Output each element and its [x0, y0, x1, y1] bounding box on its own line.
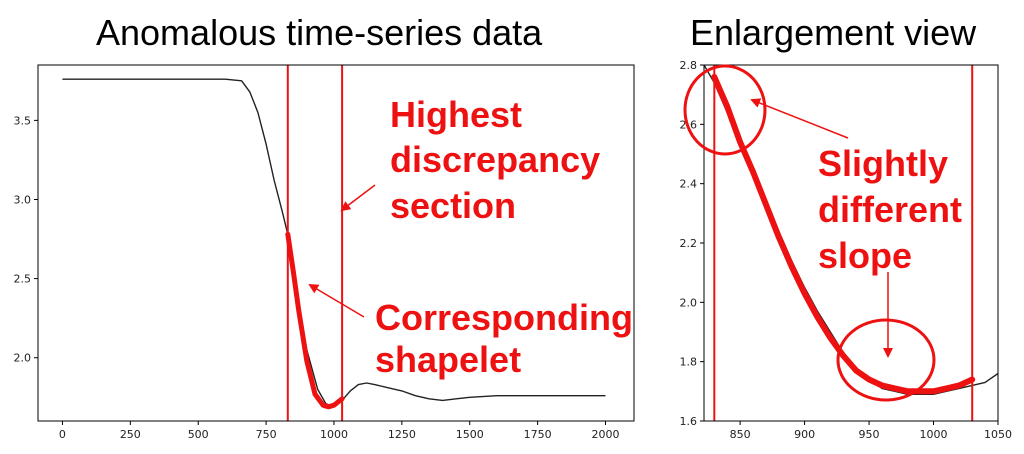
main-x-tick-label-5: 1250 — [388, 428, 416, 441]
right-chart-title: Enlargement view — [690, 12, 977, 53]
main-x-tick-label-2: 500 — [188, 428, 209, 441]
main-y-tick-label-3: 3.5 — [14, 114, 32, 127]
annotation-highest-line2: discrepancy — [390, 139, 600, 180]
arrow-to-shapelet — [308, 283, 365, 318]
main-y-tick-label-0: 2.0 — [14, 352, 32, 365]
zoom-shapelet-line — [711, 73, 976, 395]
zoom-x-tick-label-0: 850 — [730, 428, 751, 441]
annotation-slope-line3: slope — [818, 235, 912, 276]
main-x-tick-label-0: 0 — [59, 428, 66, 441]
zoom-y-tick-label-4: 2.4 — [680, 178, 698, 191]
zoom-y-tick-label-6: 2.8 — [680, 59, 698, 72]
main-x-tick-label-1: 250 — [120, 428, 141, 441]
zoom-y-tick-label-0: 1.6 — [680, 415, 698, 428]
zoom-x-tick-label-3: 1000 — [920, 428, 948, 441]
highlight-ellipse-bottom — [836, 318, 936, 402]
main-chart: 0 250 500 750 1000 1250 1500 1750 2000 2.0 2.5 3.0 3… — [14, 64, 635, 441]
zoom-y-tick-label-2: 2.0 — [680, 296, 698, 309]
highlight-ellipse-top — [683, 64, 767, 156]
annotation-slope-line2: different — [818, 189, 962, 230]
zoom-y-tick-label-1: 1.8 — [680, 356, 698, 369]
zoom-x-tick-label-4: 1050 — [984, 428, 1012, 441]
annotation-shapelet-line2: shapelet — [375, 339, 521, 380]
zoom-x-tick-label-1: 900 — [794, 428, 815, 441]
main-series-line-0 — [62, 78, 606, 408]
zoom-x-tick-label-2: 950 — [859, 428, 880, 441]
main-x-tick-label-6: 1500 — [456, 428, 484, 441]
annotation-highest-line3: section — [390, 185, 516, 226]
main-y-tick-label-1: 2.5 — [14, 273, 32, 286]
main-y-tick-label-2: 3.0 — [14, 193, 32, 206]
left-chart-title: Anomalous time-series data — [96, 12, 543, 53]
main-axes-frame — [37, 64, 635, 422]
annotation-shapelet-line1: Corresponding — [375, 297, 633, 338]
main-x-tick-label-3: 750 — [256, 428, 277, 441]
zoom-y-tick-label-3: 2.2 — [680, 237, 698, 250]
main-shapelet-line — [285, 231, 345, 410]
annotation-highest-line1: Highest — [390, 94, 522, 135]
annotation-slope-line1: Slightly — [818, 143, 948, 184]
main-x-tick-label-4: 1000 — [320, 428, 348, 441]
arrow-to-section — [340, 184, 376, 212]
main-x-tick-label-8: 2000 — [591, 428, 619, 441]
main-x-tick-label-7: 1750 — [524, 428, 552, 441]
arrow-to-top-ellipse — [750, 98, 849, 139]
